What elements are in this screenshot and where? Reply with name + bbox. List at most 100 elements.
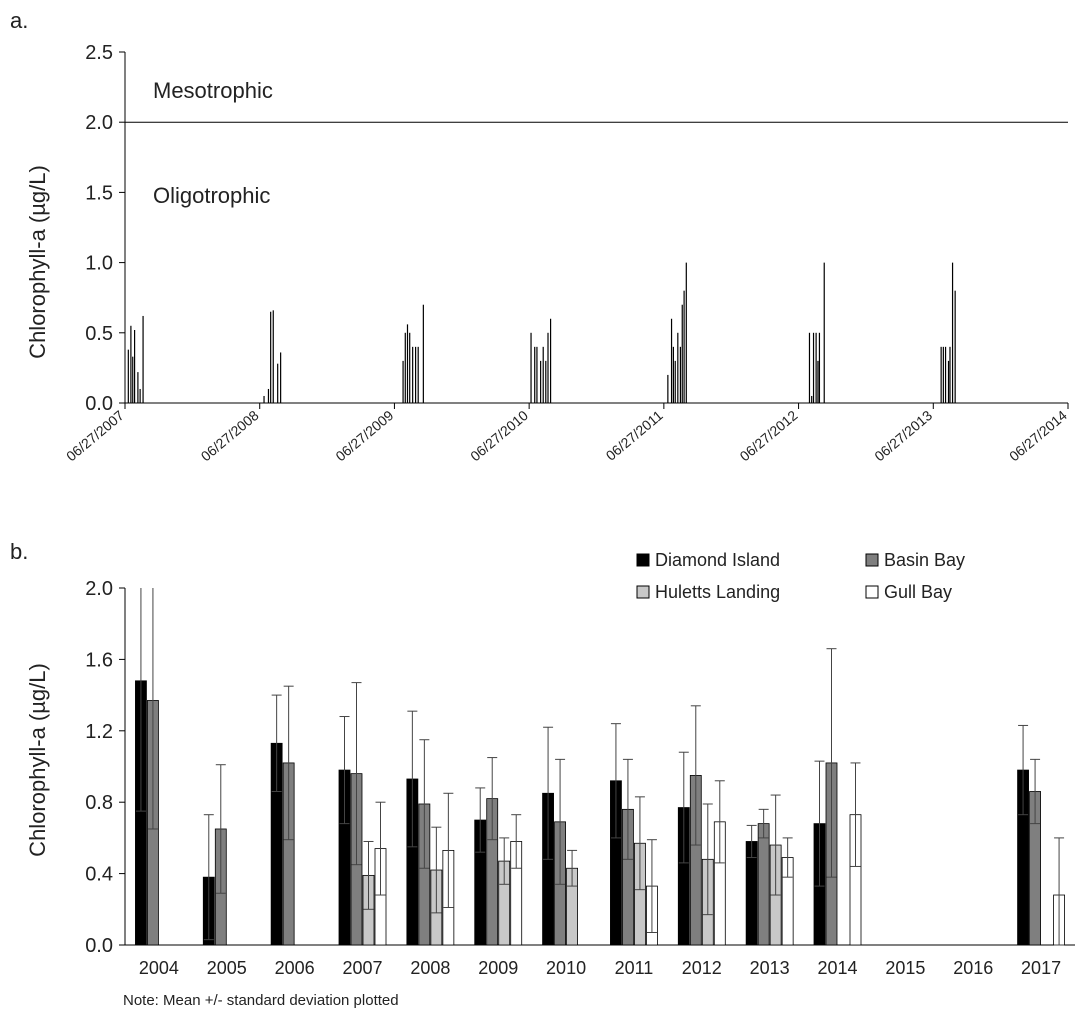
panel-b-x-tick-label: 2005 xyxy=(207,958,247,978)
legend-item: Huletts Landing xyxy=(636,582,780,602)
error-bar xyxy=(690,705,701,846)
panel-a-y-tick-label: 2.5 xyxy=(85,42,113,64)
panel-b-x-tick-label: 2015 xyxy=(885,958,925,978)
error-bar xyxy=(375,801,386,896)
panel-b-x-tick-label: 2013 xyxy=(750,958,790,978)
error-bar xyxy=(215,764,226,894)
error-bar xyxy=(702,803,713,916)
panel-b-y-tick-label: 1.2 xyxy=(85,721,113,743)
error-bar xyxy=(622,758,633,860)
error-bar xyxy=(826,648,837,878)
error-bar xyxy=(147,588,158,830)
error-bar xyxy=(758,808,769,839)
error-bar xyxy=(610,723,621,839)
panel-b-x-tick-label: 2007 xyxy=(342,958,382,978)
error-bar xyxy=(1030,758,1041,825)
panel-b-y-tick-label: 0.8 xyxy=(85,792,113,814)
error-bar xyxy=(475,787,486,853)
panel-b-x-tick-label: 2006 xyxy=(275,958,315,978)
panel-a-x-tick-label: 06/27/2011 xyxy=(603,407,666,464)
panel-a-y-axis: 0.0 0.5 1.0 1.5 2.0 2.5 xyxy=(85,42,126,415)
error-bar xyxy=(351,682,362,866)
legend-swatch xyxy=(636,585,650,599)
panel-a-y-axis-label: Chlorophyll-a (µg/L) xyxy=(25,165,50,359)
error-bar xyxy=(487,757,498,841)
chart-note: Note: Mean +/- standard deviation plotte… xyxy=(123,992,399,1009)
error-bar xyxy=(814,760,825,887)
panel-a-x-tick-label: 06/27/2013 xyxy=(871,407,935,464)
panel-a-label: a. xyxy=(10,8,28,33)
error-bar xyxy=(646,839,657,934)
error-bar xyxy=(746,824,757,859)
error-bar xyxy=(135,588,146,812)
error-bar xyxy=(782,837,793,878)
error-bar xyxy=(339,716,350,825)
panel-a-x-axis: 06/27/2007 06/27/2008 06/27/2009 06/27/2010… xyxy=(63,402,1070,464)
panel-b-bars xyxy=(135,588,1065,946)
error-bar xyxy=(555,758,566,885)
panel-a-x-tick-label: 06/27/2007 xyxy=(63,407,127,464)
panel-a-y-tick-label: 0.5 xyxy=(85,323,113,345)
panel-a-chart: a. Chlorophyll-a (µg/L) 0.0 0.5 1.0 1.5 2.0 2… xyxy=(10,8,1070,464)
panel-b-y-tick-label: 1.6 xyxy=(85,649,113,671)
legend-item: Gull Bay xyxy=(865,582,952,602)
panel-a-y-tick-label: 0.0 xyxy=(85,393,113,415)
error-bar xyxy=(678,751,689,864)
error-bar xyxy=(271,694,282,792)
panel-a-y-tick-label: 1.0 xyxy=(85,253,113,275)
legend-item: Basin Bay xyxy=(865,550,965,570)
panel-b-x-tick-label: 2014 xyxy=(817,958,857,978)
panel-b-x-tick-label: 2010 xyxy=(546,958,586,978)
panel-a-x-tick-label: 06/27/2014 xyxy=(1006,407,1070,464)
panel-b-x-tick-label: 2008 xyxy=(410,958,450,978)
mesotrophic-label: Mesotrophic xyxy=(153,78,273,103)
panel-b-y-axis: 0.0 0.4 0.8 1.2 1.6 2.0 xyxy=(85,578,126,957)
error-bar xyxy=(1018,724,1029,816)
error-bar xyxy=(543,726,554,860)
legend-item: Diamond Island xyxy=(636,550,780,570)
legend-swatch xyxy=(865,553,879,567)
panel-a-x-tick-label: 06/27/2008 xyxy=(198,407,262,464)
legend-label: Huletts Landing xyxy=(655,582,780,602)
bar-basin-bay xyxy=(757,823,770,946)
panel-b-y-tick-label: 2.0 xyxy=(85,578,113,600)
panel-a-y-tick-label: 2.0 xyxy=(85,112,113,134)
error-bar xyxy=(363,840,374,910)
panel-a-x-tick-label: 06/27/2009 xyxy=(332,407,396,464)
error-bar xyxy=(567,849,578,887)
legend-swatch xyxy=(636,553,650,567)
error-bar xyxy=(511,814,522,869)
legend-label: Basin Bay xyxy=(884,550,965,570)
error-bar xyxy=(770,794,781,896)
error-bar xyxy=(499,837,510,885)
error-bar xyxy=(850,762,861,867)
legend-label: Gull Bay xyxy=(884,582,952,602)
panel-b-x-tick-label: 2017 xyxy=(1021,958,1061,978)
error-bar xyxy=(443,792,454,909)
panel-b-chart: b. Chlorophyll-a (µg/L) 0.0 0.4 0.8 1.2 1.6 2… xyxy=(10,539,1075,1009)
panel-b-x-tick-label: 2012 xyxy=(682,958,722,978)
panel-a-x-tick-label: 06/27/2012 xyxy=(737,407,801,464)
panel-b-label: b. xyxy=(10,539,28,564)
error-bar xyxy=(419,739,430,869)
panel-b-x-tick-label: 2009 xyxy=(478,958,518,978)
panel-a-y-tick-label: 1.5 xyxy=(85,182,113,204)
panel-b-x-tick-label: 2011 xyxy=(615,958,654,978)
error-bar xyxy=(634,796,645,891)
error-bar xyxy=(714,780,725,864)
panel-b-y-axis-label: Chlorophyll-a (µg/L) xyxy=(25,663,50,857)
panel-b-y-tick-label: 0.0 xyxy=(85,935,113,957)
panel-b-x-axis: 2004 2005 2006 2007 2008 2009 2010 2011 2012 2013… xyxy=(125,944,1075,978)
panel-a-bars xyxy=(127,262,956,403)
panel-a-x-tick-label: 06/27/2010 xyxy=(467,407,531,464)
error-bar xyxy=(407,710,418,848)
panel-b-legend: Diamond Island Basin Bay Huletts Landing Gu… xyxy=(636,550,965,602)
error-bar xyxy=(431,826,442,914)
panel-b-y-tick-label: 0.4 xyxy=(85,864,113,886)
legend-swatch xyxy=(865,585,879,599)
error-bar xyxy=(203,814,214,941)
oligotrophic-label: Oligotrophic xyxy=(153,183,270,208)
error-bar xyxy=(1054,837,1065,946)
error-bar xyxy=(283,685,294,841)
